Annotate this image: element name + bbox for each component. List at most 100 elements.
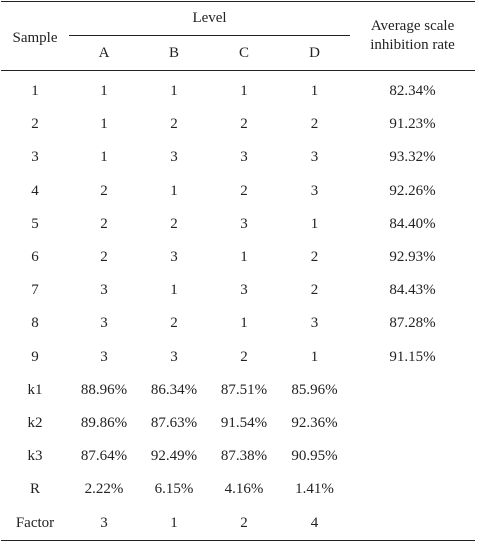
cell-b: 3 [170, 149, 178, 166]
cell-avg [350, 440, 475, 473]
cell-sample: 7 [31, 282, 39, 299]
cell-c: 3 [240, 282, 248, 299]
cell-d: 3 [310, 315, 319, 332]
cell-a: 1 [100, 83, 108, 100]
cell-c: 1 [240, 315, 248, 332]
cell-a: 87.64% [80, 448, 128, 465]
header-level-b: B [139, 35, 209, 71]
cell-avg: 91.15% [389, 348, 436, 365]
cell-a: 3 [69, 506, 139, 541]
header-level: Level [69, 1, 351, 36]
cell-c: 87.38% [220, 448, 268, 465]
cell-sample: k2 [27, 414, 43, 431]
cell-sample: 2 [31, 116, 39, 133]
cell-a: 88.96% [80, 381, 128, 398]
cell-sample: Factor [1, 506, 69, 541]
cell-d: 4 [279, 506, 351, 541]
cell-d: 92.36% [291, 414, 338, 431]
table-row: k1 88.96% 86.34% 87.51% 85.96% [1, 374, 475, 407]
cell-d: 85.96% [291, 381, 338, 398]
table-row: 1 1 1 1 1 82.34% [1, 71, 475, 109]
header-average-scale-inhibition-rate: Average scale inhibition rate [350, 1, 476, 71]
cell-d: 2 [310, 282, 319, 299]
cell-a: 3 [100, 348, 108, 365]
cell-sample: 6 [31, 249, 39, 266]
cell-avg: 92.93% [389, 249, 436, 266]
cell-a: 3 [100, 282, 108, 299]
cell-a: 2 [100, 249, 108, 266]
table-row: Factor 3 1 2 4 [1, 506, 476, 541]
table-row: k3 87.64% 92.49% 87.38% 90.95% [1, 440, 475, 473]
cell-avg: 92.26% [389, 182, 436, 199]
cell-c: 2 [209, 506, 279, 541]
table-body: 1 1 1 1 1 82.34% 2 1 2 2 2 91.23% 3 1 3 3 3 93.32% 4 2 1 2 3 92… [1, 71, 476, 541]
cell-b: 2 [170, 116, 178, 133]
cell-sample: 8 [31, 315, 39, 332]
cell-avg [350, 506, 476, 541]
table-row: 7 3 1 3 2 84.43% [1, 274, 475, 307]
cell-avg: 82.34% [389, 83, 436, 100]
cell-d: 2 [310, 249, 319, 266]
header-level-c: C [209, 35, 279, 71]
table-row: k2 89.86% 87.63% 91.54% 92.36% [1, 407, 475, 440]
cell-b: 1 [170, 83, 178, 100]
table-row: 9 3 3 2 1 91.15% [1, 341, 475, 374]
cell-c: 1 [240, 83, 248, 100]
cell-b: 2 [170, 215, 178, 232]
cell-a: 89.86% [80, 414, 128, 431]
header-level-d: D [279, 35, 351, 71]
cell-sample: 5 [31, 215, 39, 232]
cell-c: 87.51% [220, 381, 268, 398]
cell-sample: 1 [31, 83, 39, 100]
cell-c: 91.54% [220, 414, 268, 431]
cell-d: 1 [310, 348, 319, 365]
header-average-line1: Average scale [370, 18, 455, 34]
cell-avg: 93.32% [389, 149, 436, 166]
cell-b: 1 [139, 506, 209, 541]
table-row: 2 1 2 2 2 91.23% [1, 108, 475, 141]
cell-a: 3 [100, 315, 108, 332]
cell-b: 87.63% [150, 414, 198, 431]
cell-c: 2 [240, 182, 248, 199]
cell-sample: 9 [31, 348, 39, 365]
cell-avg: 84.40% [389, 215, 436, 232]
cell-a: 2 [100, 215, 108, 232]
cell-a: 2 [100, 182, 108, 199]
cell-c: 3 [240, 215, 248, 232]
header-sample: Sample [1, 1, 69, 71]
cell-sample: R [29, 481, 40, 498]
cell-d: 2 [310, 116, 319, 133]
header-average-line2: inhibition rate [370, 37, 455, 53]
cell-b: 2 [170, 315, 178, 332]
cell-avg: 84.43% [389, 282, 436, 299]
cell-c: 1 [240, 249, 248, 266]
cell-d: 1 [310, 83, 319, 100]
cell-a: 1 [100, 149, 108, 166]
table-row: 8 3 2 1 3 87.28% [1, 307, 475, 340]
cell-sample: 3 [31, 149, 39, 166]
cell-b: 1 [170, 282, 178, 299]
cell-sample: k1 [27, 381, 43, 398]
table-row: 6 2 3 1 2 92.93% [1, 241, 475, 274]
cell-avg [350, 407, 475, 440]
table-row: 5 2 2 3 1 84.40% [1, 208, 475, 241]
table-row: 4 2 1 2 3 92.26% [1, 175, 475, 208]
cell-d: 1 [310, 215, 319, 232]
cell-b: 86.34% [150, 381, 198, 398]
cell-b: 1 [170, 182, 178, 199]
cell-b: 3 [170, 249, 178, 266]
cell-d: 90.95% [291, 448, 338, 465]
cell-avg: 91.23% [389, 116, 436, 133]
cell-avg: 87.28% [389, 315, 436, 332]
header-level-a: A [69, 35, 139, 71]
cell-a: 1 [100, 116, 108, 133]
cell-d: 3 [310, 149, 319, 166]
cell-avg [350, 374, 475, 407]
cell-b: 3 [170, 348, 178, 365]
cell-c: 3 [240, 149, 248, 166]
cell-c: 2 [240, 116, 248, 133]
cell-d: 3 [310, 182, 319, 199]
table-row: 3 1 3 3 3 93.32% [1, 141, 475, 174]
